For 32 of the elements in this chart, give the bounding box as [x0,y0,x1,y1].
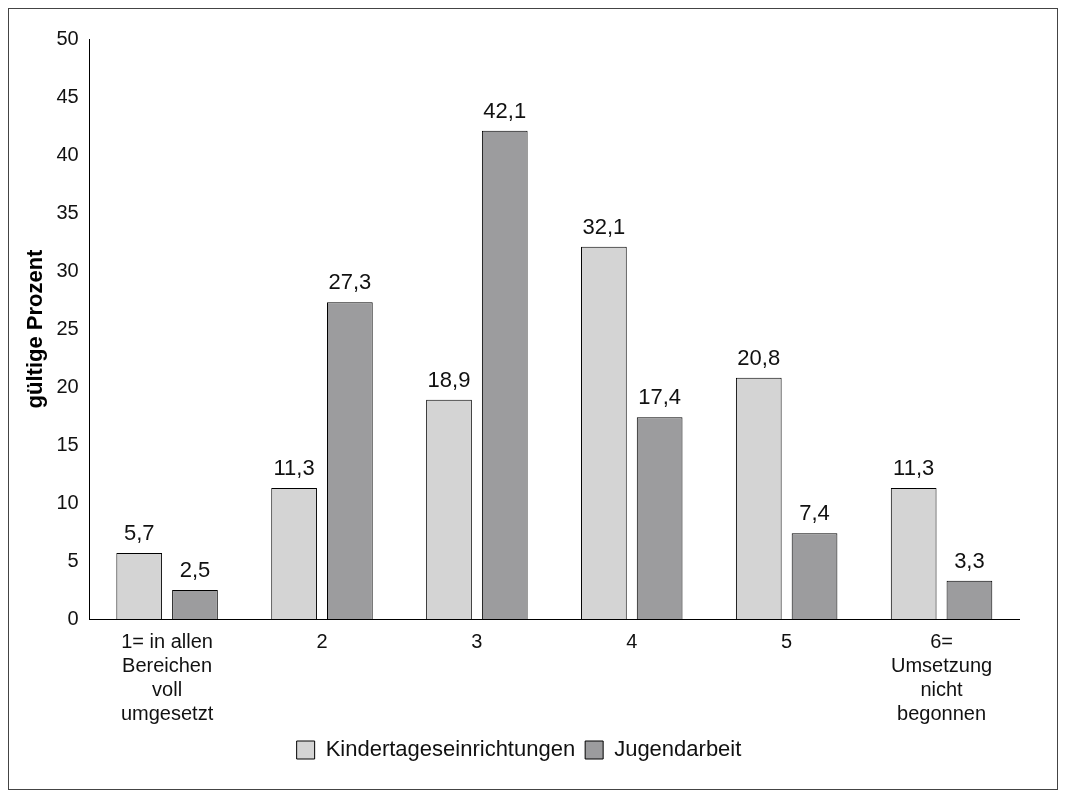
data-label: 32,1 [582,213,626,239]
y-tick-label: 30 [56,258,79,281]
data-label: 11,3 [273,454,315,480]
y-tick-label: 50 [56,26,79,49]
x-tick-label: 5 [781,629,793,652]
legend-label: Jugendarbeit [614,736,742,762]
y-tick-label: 5 [67,548,79,571]
y-tick-label: 40 [56,142,79,165]
data-label: 3,3 [954,547,985,573]
y-tick-label: 45 [56,84,79,107]
x-tick-label: 1= in allen Bereichen voll umgesetzt [120,629,214,724]
data-label: 18,9 [427,366,471,392]
data-label: 2,5 [179,557,211,583]
data-label: 17,4 [638,384,682,410]
data-label: 7,4 [799,500,830,526]
data-label: 27,3 [328,269,372,295]
y-tick-label: 25 [56,316,79,339]
x-tick-label: 4 [626,629,638,652]
x-tick-label: 6= Umsetzung nicht begonnen [890,629,993,724]
legend-label: Kindertageseinrichtungen [325,736,576,762]
data-label: 5,7 [123,519,155,545]
y-tick-label: 20 [56,374,79,397]
x-tick-label: 3 [471,629,483,652]
y-tick-label: 10 [56,490,79,513]
y-tick-label: 35 [56,200,79,223]
y-axis-title: gültige Prozent [22,248,48,409]
data-label: 42,1 [483,97,527,123]
data-label: 20,8 [737,344,781,370]
y-tick-label: 15 [56,432,79,455]
y-tick-label: 0 [67,606,79,629]
x-tick-label: 2 [316,629,328,652]
data-label: 11,3 [893,454,935,480]
